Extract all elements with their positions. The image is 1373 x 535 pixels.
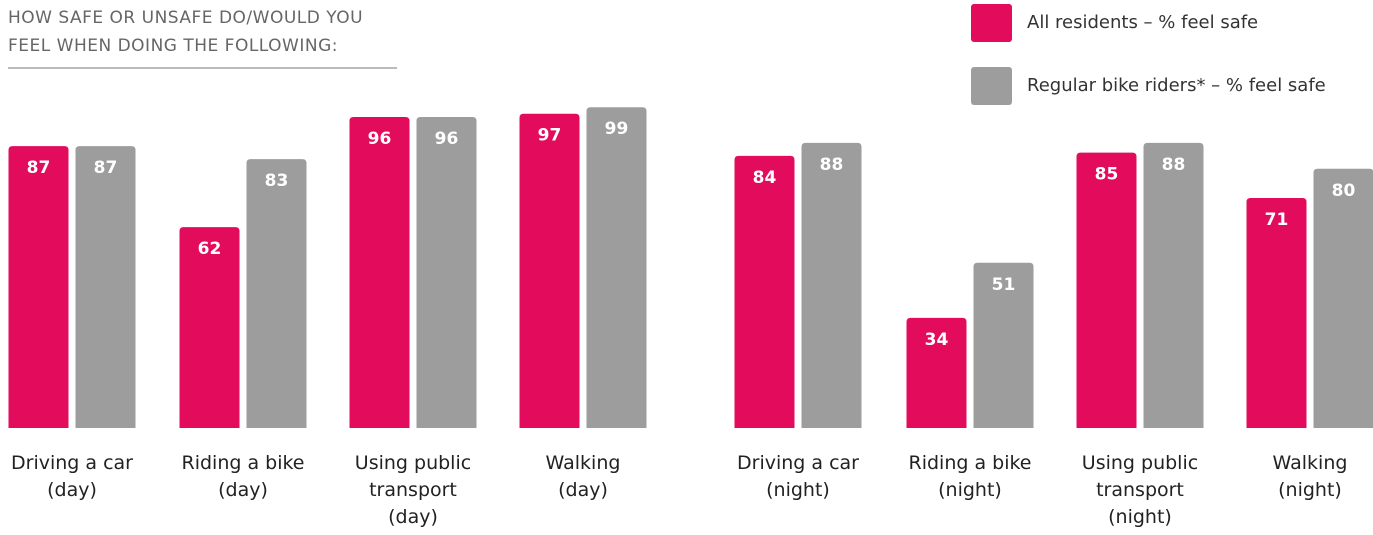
legend-swatch [971,4,1012,42]
value-label: 85 [1095,165,1119,185]
x-tick-label: Driving a car (night) [737,452,859,501]
value-label: 88 [1162,155,1186,175]
legend-label: Regular bike riders* – % feel safe [1027,75,1326,96]
bar [1246,197,1307,428]
x-tick-label: Walking (day) [546,452,621,501]
bar [75,146,136,428]
value-label: 87 [27,158,51,178]
value-label: 88 [820,155,844,175]
value-label: 97 [538,126,562,146]
x-tick-label: Walking (night) [1273,452,1348,501]
bar [349,116,410,429]
x-tick-label: Using public transport (night) [1082,452,1198,528]
bar [179,227,240,428]
x-tick-label: Driving a car (day) [11,452,133,501]
bar [801,142,862,428]
bar [1076,152,1137,428]
value-label: 99 [605,119,629,139]
bar [1313,168,1373,428]
bar [1143,142,1204,428]
legend-swatch [971,67,1012,105]
value-label: 84 [753,168,777,188]
value-label: 83 [265,171,289,191]
bar [416,116,477,429]
chart-title: HOW SAFE OR UNSAFE DO/WOULD YOU FEEL WHEN… [8,8,363,56]
value-label: 62 [198,239,222,259]
legend-label: All residents – % feel safe [1027,12,1258,33]
bar [734,155,795,428]
bar [586,107,647,429]
bar [8,146,69,428]
bar [973,262,1034,428]
value-label: 87 [94,158,118,178]
value-label: 96 [435,129,459,149]
x-tick-label: Using public transport (day) [355,452,471,528]
bar [906,317,967,428]
value-label: 80 [1332,181,1356,201]
value-label: 71 [1265,210,1289,230]
x-tick-label: Riding a bike (night) [909,452,1032,501]
value-label: 96 [368,129,392,149]
value-label: 51 [992,275,1016,295]
x-tick-label: Riding a bike (day) [182,452,305,501]
bar [519,113,580,428]
bar [246,159,307,428]
value-label: 34 [925,330,949,350]
